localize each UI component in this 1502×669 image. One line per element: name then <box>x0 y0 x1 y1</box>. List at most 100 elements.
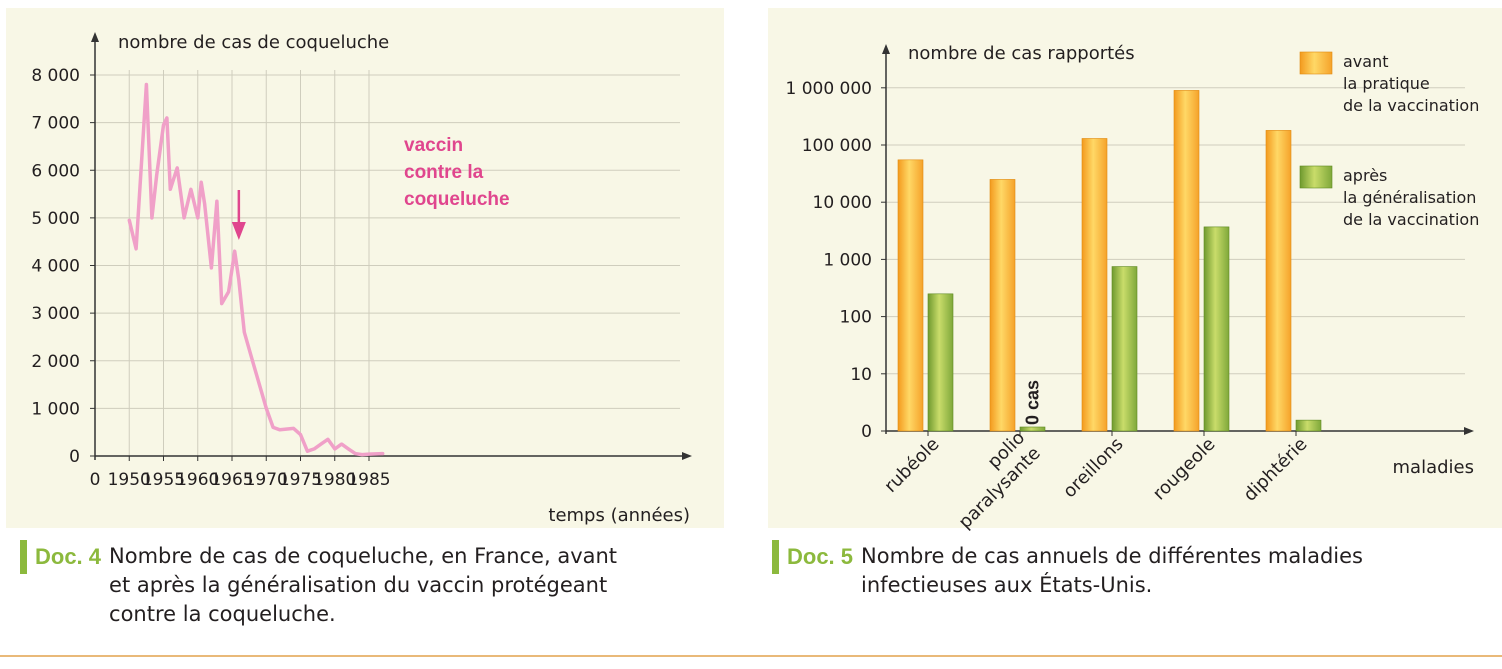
x-tick-label-line: rougeole <box>1149 434 1220 505</box>
x-tick-label: 1985 <box>347 470 390 490</box>
x-tick-label: polioparalysante <box>939 427 1045 533</box>
y-axis-label: nombre de cas de coqueluche <box>118 32 389 53</box>
data-point <box>381 452 384 455</box>
legend-label-line: de la vaccination <box>1343 210 1479 229</box>
doc4-panel <box>6 8 724 528</box>
x-tick-label-line: rubéole <box>880 434 943 497</box>
data-point <box>368 453 370 455</box>
grid <box>95 70 680 456</box>
data-point <box>258 383 261 386</box>
doc4-caption-text: Nombre de cas de coqueluche, en France, … <box>109 544 618 626</box>
y-tick-label: 100 <box>840 308 872 328</box>
y-tick-label: 5 000 <box>31 209 80 229</box>
data-point <box>243 331 246 333</box>
vaccine-annotation: contre la <box>404 162 484 183</box>
doc5-caption: Doc. 5 Nombre de cas annuels de différen… <box>772 540 1492 600</box>
bar <box>989 179 1016 432</box>
y-axis-arrow <box>91 32 99 42</box>
y-tick-label: 2 000 <box>31 352 80 372</box>
x-tick-label: diphtérie <box>1239 434 1311 506</box>
x-tick-label: rubéole <box>880 434 943 497</box>
data-point <box>200 181 202 183</box>
x-tick-label-line: diphtérie <box>1239 434 1311 506</box>
y-tick-label: 7 000 <box>31 114 80 134</box>
x-tick-label: 1970 <box>245 470 288 490</box>
doc4-tag-marker <box>20 540 27 574</box>
zero-cases-annotation: 0 cas <box>1023 380 1043 425</box>
data-point <box>299 433 302 436</box>
data-point <box>320 443 322 445</box>
page-border <box>0 655 1502 657</box>
bar <box>1019 426 1046 432</box>
y-tick-label: 0 <box>861 422 872 442</box>
doc5-tag-marker <box>772 540 779 574</box>
legend-label-line: la pratique <box>1343 74 1430 93</box>
x-tick-label: 1955 <box>142 470 185 490</box>
legend-label-line: après <box>1343 166 1387 185</box>
data-point <box>233 250 236 253</box>
data-point <box>292 427 295 430</box>
y-tick-label: 8 000 <box>31 66 80 86</box>
x-tick-label: 1965 <box>210 470 253 490</box>
data-point <box>145 83 148 86</box>
data-point <box>176 167 178 169</box>
data-point <box>190 188 192 191</box>
y-tick-label: 4 000 <box>31 257 80 277</box>
data-point <box>151 217 153 219</box>
y-tick-label: 6 000 <box>31 161 80 181</box>
data-point <box>183 217 185 219</box>
legend-label-line: la généralisation <box>1343 188 1476 207</box>
bar <box>927 293 954 432</box>
vaccine-annotation: coqueluche <box>404 189 510 210</box>
data-point <box>128 219 131 222</box>
data-point <box>347 448 350 450</box>
legend-label-line: avant <box>1343 52 1389 71</box>
x-tick-label: 1980 <box>313 470 356 490</box>
y-tick-label: 100 000 <box>802 136 872 156</box>
x-tick-label-line: oreillons <box>1059 434 1128 503</box>
data-point <box>272 426 274 429</box>
bar <box>1111 266 1138 432</box>
x-tick-label: rougeole <box>1149 434 1220 505</box>
data-point <box>169 188 172 191</box>
y-tick-label: 0 <box>69 447 80 467</box>
data-point <box>238 278 240 281</box>
data-point <box>279 429 281 431</box>
data-point <box>227 290 230 293</box>
bar <box>1081 138 1108 432</box>
legend-label-line: de la vaccination <box>1343 96 1479 115</box>
data-point <box>166 117 168 119</box>
bar <box>1203 226 1230 432</box>
data-point <box>265 407 268 410</box>
y-tick-label: 1 000 <box>31 399 80 419</box>
data-point <box>210 267 213 269</box>
legend-swatch <box>1299 165 1333 189</box>
y-tick-label: 3 000 <box>31 304 80 324</box>
bar <box>1295 419 1322 432</box>
x-tick-label: 1950 <box>108 470 151 490</box>
data-point <box>135 248 137 250</box>
x-axis-arrow <box>682 452 692 460</box>
bar <box>897 159 924 432</box>
y-tick-label: 1 000 <box>823 250 872 270</box>
x-tick-label: oreillons <box>1059 434 1128 503</box>
data-point <box>203 202 206 205</box>
data-point <box>196 217 199 219</box>
data-point <box>361 453 363 456</box>
vaccine-annotation: vaccin <box>404 135 463 156</box>
y-tick-label: 10 <box>850 365 872 385</box>
data-point <box>354 452 357 455</box>
data-point <box>251 359 254 362</box>
y-tick-label: 1 000 000 <box>785 79 872 99</box>
data-point <box>306 450 309 453</box>
doc5-caption-text: Nombre de cas annuels de différentes mal… <box>861 544 1363 597</box>
x-tick-label: 1975 <box>279 470 322 490</box>
data-point <box>333 448 336 450</box>
bar <box>1173 90 1200 432</box>
y-axis-arrow <box>882 44 890 54</box>
x-tick-label: 0 <box>90 470 101 490</box>
x-axis-arrow <box>1464 427 1474 435</box>
data-point <box>327 438 329 441</box>
